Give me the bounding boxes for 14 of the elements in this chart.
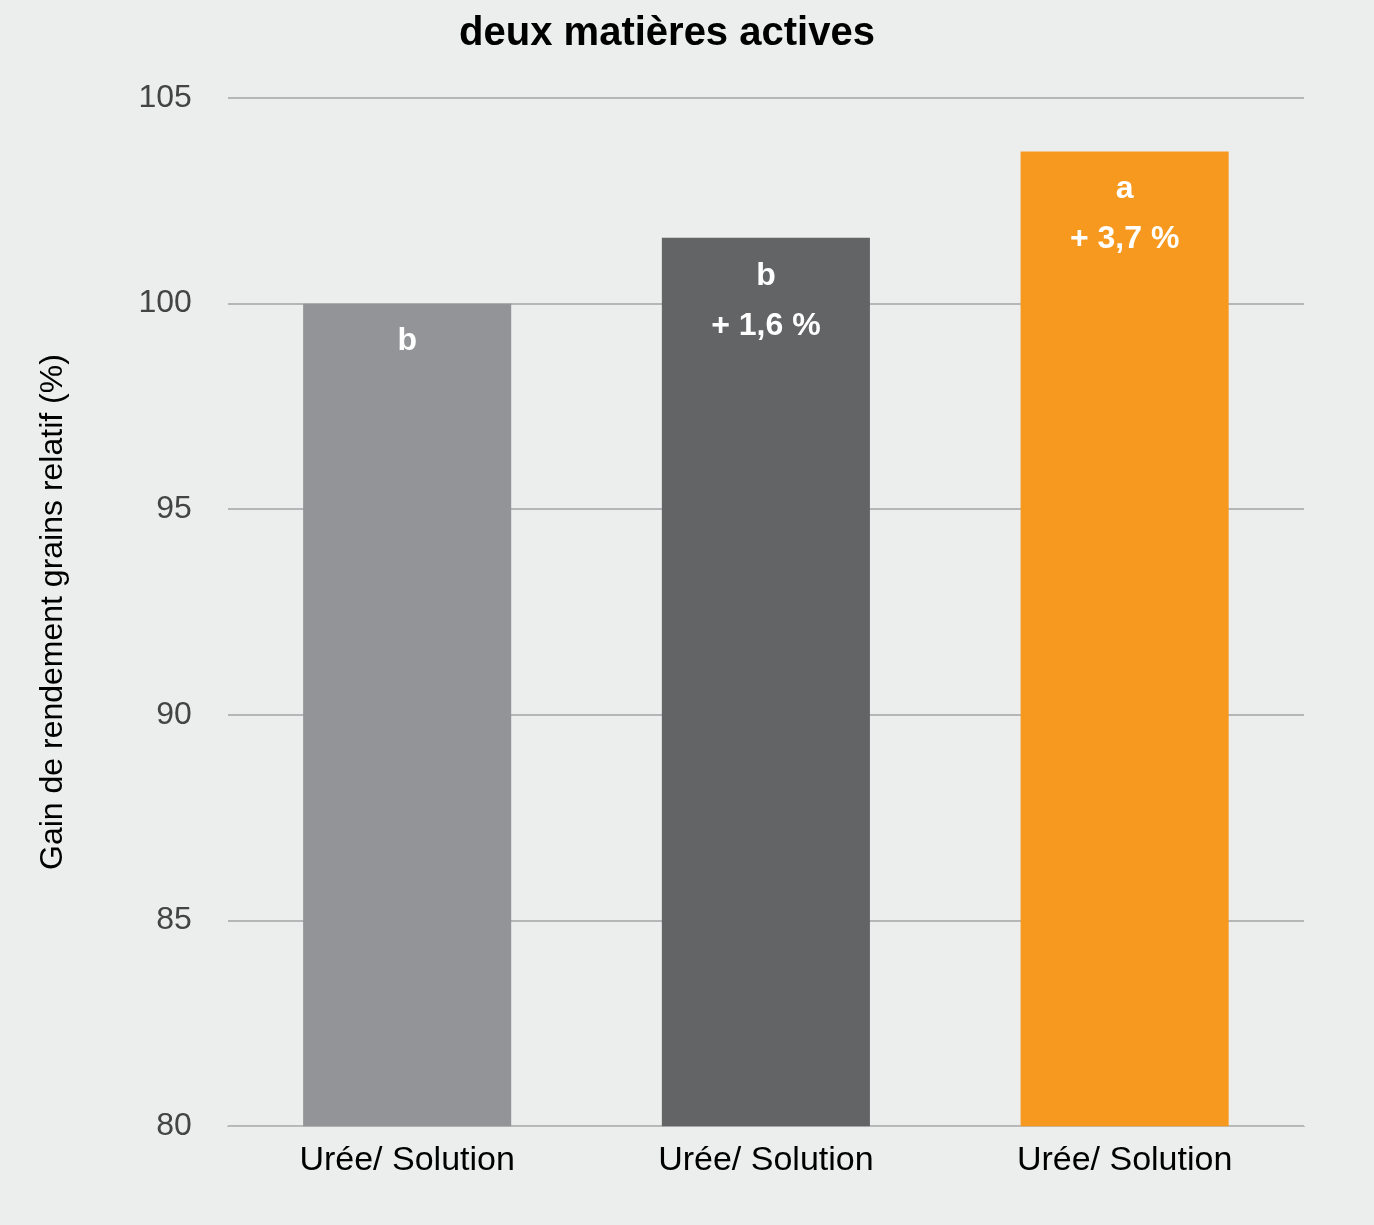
y-tick-label: 80 [156,1106,192,1143]
annotation: b [397,321,417,358]
y-tick-label: 100 [138,283,192,320]
y-tick-label: 105 [138,77,192,114]
y-tick-label: 90 [156,694,192,731]
x-tick-label: Urée/ Solution [658,1138,874,1177]
x-tick-label: Urée/ Solution [1016,1138,1233,1177]
chart-title: deux matières actives [459,9,875,54]
annotation: a + 3,7 % [1069,169,1180,256]
annotation: b + 1,6 % [711,255,821,342]
x-tick-label: Urée/ Solution [299,1138,515,1177]
y-axis-title: Gain de rendement grains relatif (%) [33,354,70,870]
y-tick-label: 85 [156,900,192,937]
y-tick-label: 95 [156,489,192,526]
